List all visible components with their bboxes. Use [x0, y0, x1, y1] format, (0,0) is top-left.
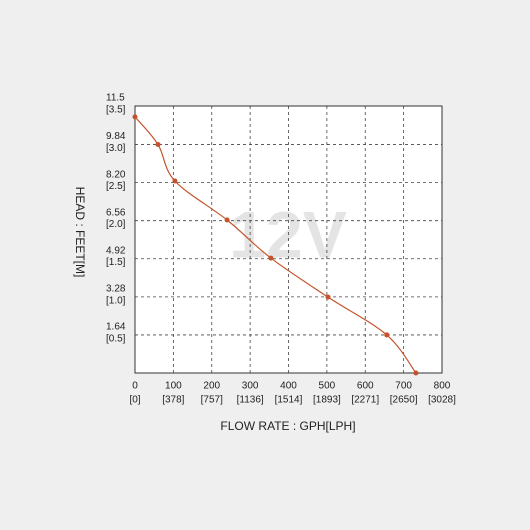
- point: [155, 142, 161, 148]
- point: [268, 255, 274, 261]
- x2-tick-label: [0]: [129, 395, 140, 406]
- x2-tick-label: [2650]: [390, 395, 418, 406]
- plot-border: [134, 105, 443, 374]
- x2-tick-label: [757]: [201, 395, 223, 406]
- curve: [134, 116, 417, 374]
- watermark: 12V: [229, 197, 346, 271]
- point: [224, 217, 230, 223]
- x-tick-label: 100: [165, 381, 182, 392]
- y-tick-label: 11.5: [106, 93, 125, 104]
- y-tick-label: 8.20: [106, 169, 126, 180]
- y-tick-label: 1.64: [106, 322, 126, 333]
- x2-tick-label: [3028]: [428, 395, 456, 406]
- x2-tick-label: [1136]: [237, 395, 264, 406]
- y-tick-label: 4.92: [106, 245, 126, 256]
- point: [413, 370, 419, 376]
- y-axis-title: HEAD : FEET[M]: [73, 187, 87, 278]
- x2-tick-label: [1893]: [313, 395, 341, 406]
- x-tick-label: 0: [132, 381, 138, 392]
- point: [384, 332, 390, 338]
- x2-tick-label: [1514]: [275, 395, 303, 406]
- y2-tick-label: [3.0]: [106, 143, 126, 154]
- y2-tick-label: [3.5]: [106, 105, 126, 116]
- y-tick-label: 9.84: [106, 131, 126, 142]
- y2-tick-label: [1.0]: [106, 295, 126, 306]
- x2-tick-label: [378]: [162, 395, 184, 406]
- y2-tick-label: [0.5]: [106, 333, 126, 344]
- y2-tick-label: [2.0]: [106, 219, 126, 230]
- y-tick-label: 6.56: [106, 207, 126, 218]
- x-tick-label: 300: [242, 381, 259, 392]
- point: [132, 114, 138, 120]
- x-tick-label: 500: [319, 381, 336, 392]
- x-axis-title: FLOW RATE : GPH[LPH]: [220, 419, 355, 433]
- x-tick-label: 700: [395, 381, 412, 392]
- y-tick-label: 3.28: [106, 283, 126, 294]
- y2-tick-label: [1.5]: [106, 257, 126, 268]
- x-tick-label: 800: [434, 381, 451, 392]
- point: [325, 294, 331, 300]
- x-tick-label: 600: [357, 381, 374, 392]
- point: [172, 178, 178, 184]
- y2-tick-label: [2.5]: [106, 181, 126, 192]
- x2-tick-label: [2271]: [351, 395, 379, 406]
- x-tick-label: 400: [280, 381, 297, 392]
- x-tick-label: 200: [203, 381, 220, 392]
